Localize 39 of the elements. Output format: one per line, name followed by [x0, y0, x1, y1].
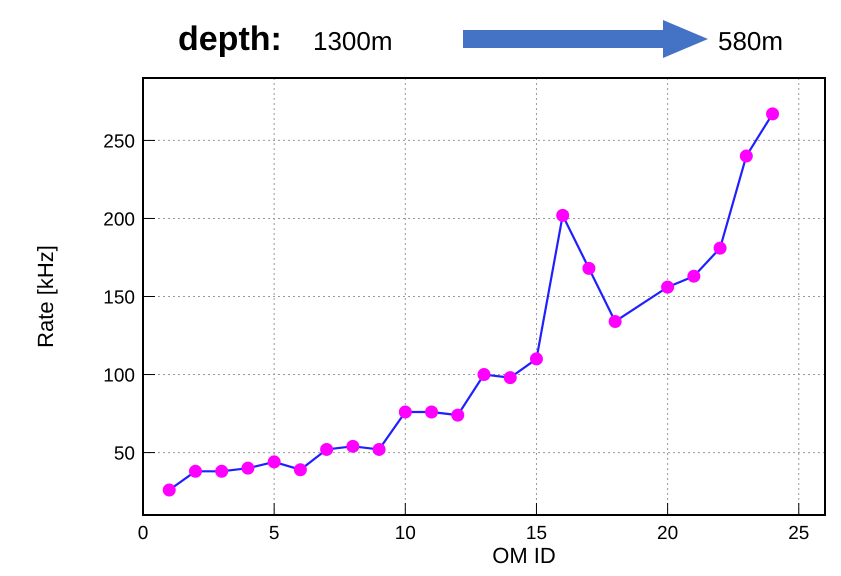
point — [530, 352, 543, 366]
point — [661, 280, 674, 294]
point — [320, 442, 334, 456]
y-axis-title: Rate [kHz] — [33, 245, 58, 348]
point — [740, 150, 753, 163]
point — [372, 442, 386, 456]
point — [294, 463, 307, 476]
y-tick-label: 150 — [103, 288, 135, 308]
x-tick-label: 10 — [394, 523, 416, 544]
point — [478, 368, 490, 382]
y-tick-label: 200 — [103, 209, 135, 230]
y-tick-label: 100 — [103, 366, 135, 387]
point — [425, 405, 438, 418]
point — [504, 371, 517, 384]
point — [162, 484, 176, 497]
point — [215, 464, 228, 478]
x-tick-label: 15 — [526, 523, 548, 544]
point — [268, 455, 281, 468]
point — [556, 208, 570, 222]
text: 1300m — [313, 26, 392, 56]
point — [582, 262, 596, 275]
point — [241, 462, 254, 475]
x-tick-label: 25 — [788, 523, 810, 544]
text: depth: — [178, 20, 282, 58]
point — [398, 405, 412, 418]
x-axis-title: OM ID — [492, 543, 556, 568]
y-tick-label: 250 — [103, 131, 135, 152]
y-tick-label: 50 — [114, 444, 135, 465]
point — [451, 408, 464, 422]
x-tick-label: 5 — [268, 523, 280, 544]
point — [687, 270, 700, 283]
x-tick-label: 0 — [138, 523, 148, 544]
x-tick-label: 20 — [657, 523, 678, 544]
point — [766, 107, 780, 120]
point — [346, 440, 360, 453]
point — [714, 242, 727, 255]
point — [608, 314, 622, 328]
text: 580m — [718, 26, 784, 56]
point — [188, 464, 202, 478]
